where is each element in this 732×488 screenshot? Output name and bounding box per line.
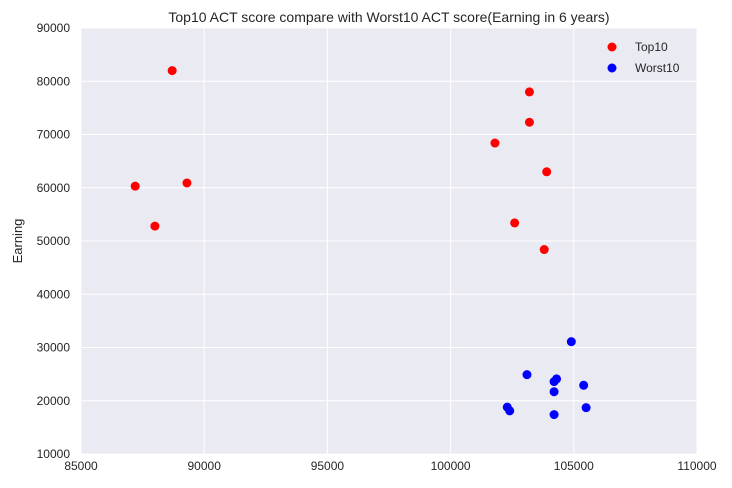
- point-top10: [539, 245, 549, 255]
- point-top10: [542, 167, 552, 177]
- point-worst10: [579, 380, 589, 390]
- tick-labels: 85000 90000 95000 100000 105000 110000 10000 20…: [37, 21, 717, 473]
- point-top10: [524, 117, 534, 127]
- y-tick-label: 20000: [37, 394, 71, 408]
- point-top10: [167, 66, 177, 76]
- y-tick-label: 80000: [37, 74, 71, 88]
- point-worst10: [505, 406, 515, 416]
- point-top10: [150, 221, 160, 231]
- chart-title: Top10 ACT score compare with Worst10 ACT…: [168, 9, 609, 25]
- point-top10: [182, 178, 192, 188]
- x-tick-label: 90000: [188, 459, 222, 473]
- point-worst10: [549, 410, 559, 420]
- point-worst10: [566, 337, 576, 347]
- y-tick-label: 30000: [37, 341, 71, 355]
- x-tick-label: 95000: [311, 459, 345, 473]
- point-worst10: [549, 387, 559, 397]
- y-tick-label: 40000: [37, 287, 71, 301]
- legend: Top10 Worst10: [607, 40, 680, 75]
- point-worst10: [581, 403, 591, 413]
- y-tick-label: 70000: [37, 128, 71, 142]
- legend-marker-worst10: [607, 63, 617, 73]
- point-top10: [524, 87, 534, 97]
- legend-label-top10: Top10: [635, 40, 668, 54]
- legend-label-worst10: Worst10: [635, 61, 680, 75]
- y-tick-label: 10000: [37, 447, 71, 461]
- point-worst10: [522, 370, 532, 380]
- point-top10: [490, 138, 500, 148]
- grid-lines: [80, 27, 698, 455]
- point-top10: [510, 218, 520, 228]
- y-tick-label: 60000: [37, 181, 71, 195]
- data-points: [130, 66, 591, 420]
- legend-marker-top10: [607, 42, 617, 52]
- y-tick-label: 50000: [37, 234, 71, 248]
- point-worst10: [549, 377, 559, 387]
- x-tick-label: 100000: [431, 459, 471, 473]
- point-top10: [130, 181, 140, 191]
- x-tick-label: 105000: [554, 459, 594, 473]
- x-tick-label: 110000: [677, 459, 716, 473]
- x-tick-label: 85000: [64, 459, 98, 473]
- y-tick-label: 90000: [37, 21, 71, 35]
- y-axis-label: Earning: [10, 219, 25, 264]
